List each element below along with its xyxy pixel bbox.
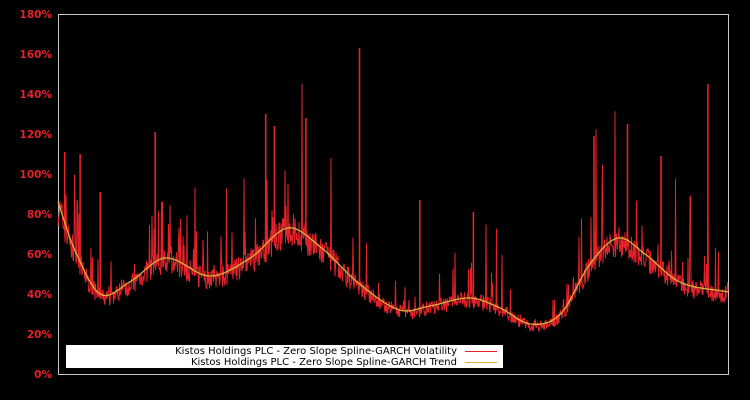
legend: Kistos Holdings PLC - Zero Slope Spline-… — [66, 345, 503, 368]
y-tick: 80% — [26, 209, 52, 221]
legend-item-trend: Kistos Holdings PLC - Zero Slope Spline-… — [191, 357, 503, 368]
y-tick: 180% — [19, 9, 52, 21]
legend-label: Kistos Holdings PLC - Zero Slope Spline-… — [190, 357, 457, 368]
y-tick: 120% — [19, 129, 52, 141]
legend-label: Kistos Holdings PLC - Zero Slope Spline-… — [175, 346, 457, 357]
y-tick: 20% — [26, 329, 52, 341]
plot-frame — [58, 14, 729, 375]
y-tick: 0% — [34, 369, 52, 381]
y-tick: 40% — [26, 289, 52, 301]
y-tick: 160% — [19, 49, 52, 61]
y-tick: 100% — [19, 169, 52, 181]
y-tick: 140% — [19, 89, 52, 101]
legend-swatch-red — [465, 351, 497, 352]
legend-swatch-gold — [465, 362, 497, 363]
trend-series — [57, 201, 729, 325]
y-tick: 60% — [26, 249, 52, 261]
legend-item-volatility: Kistos Holdings PLC - Zero Slope Spline-… — [175, 346, 503, 357]
volatility-series — [57, 48, 729, 333]
